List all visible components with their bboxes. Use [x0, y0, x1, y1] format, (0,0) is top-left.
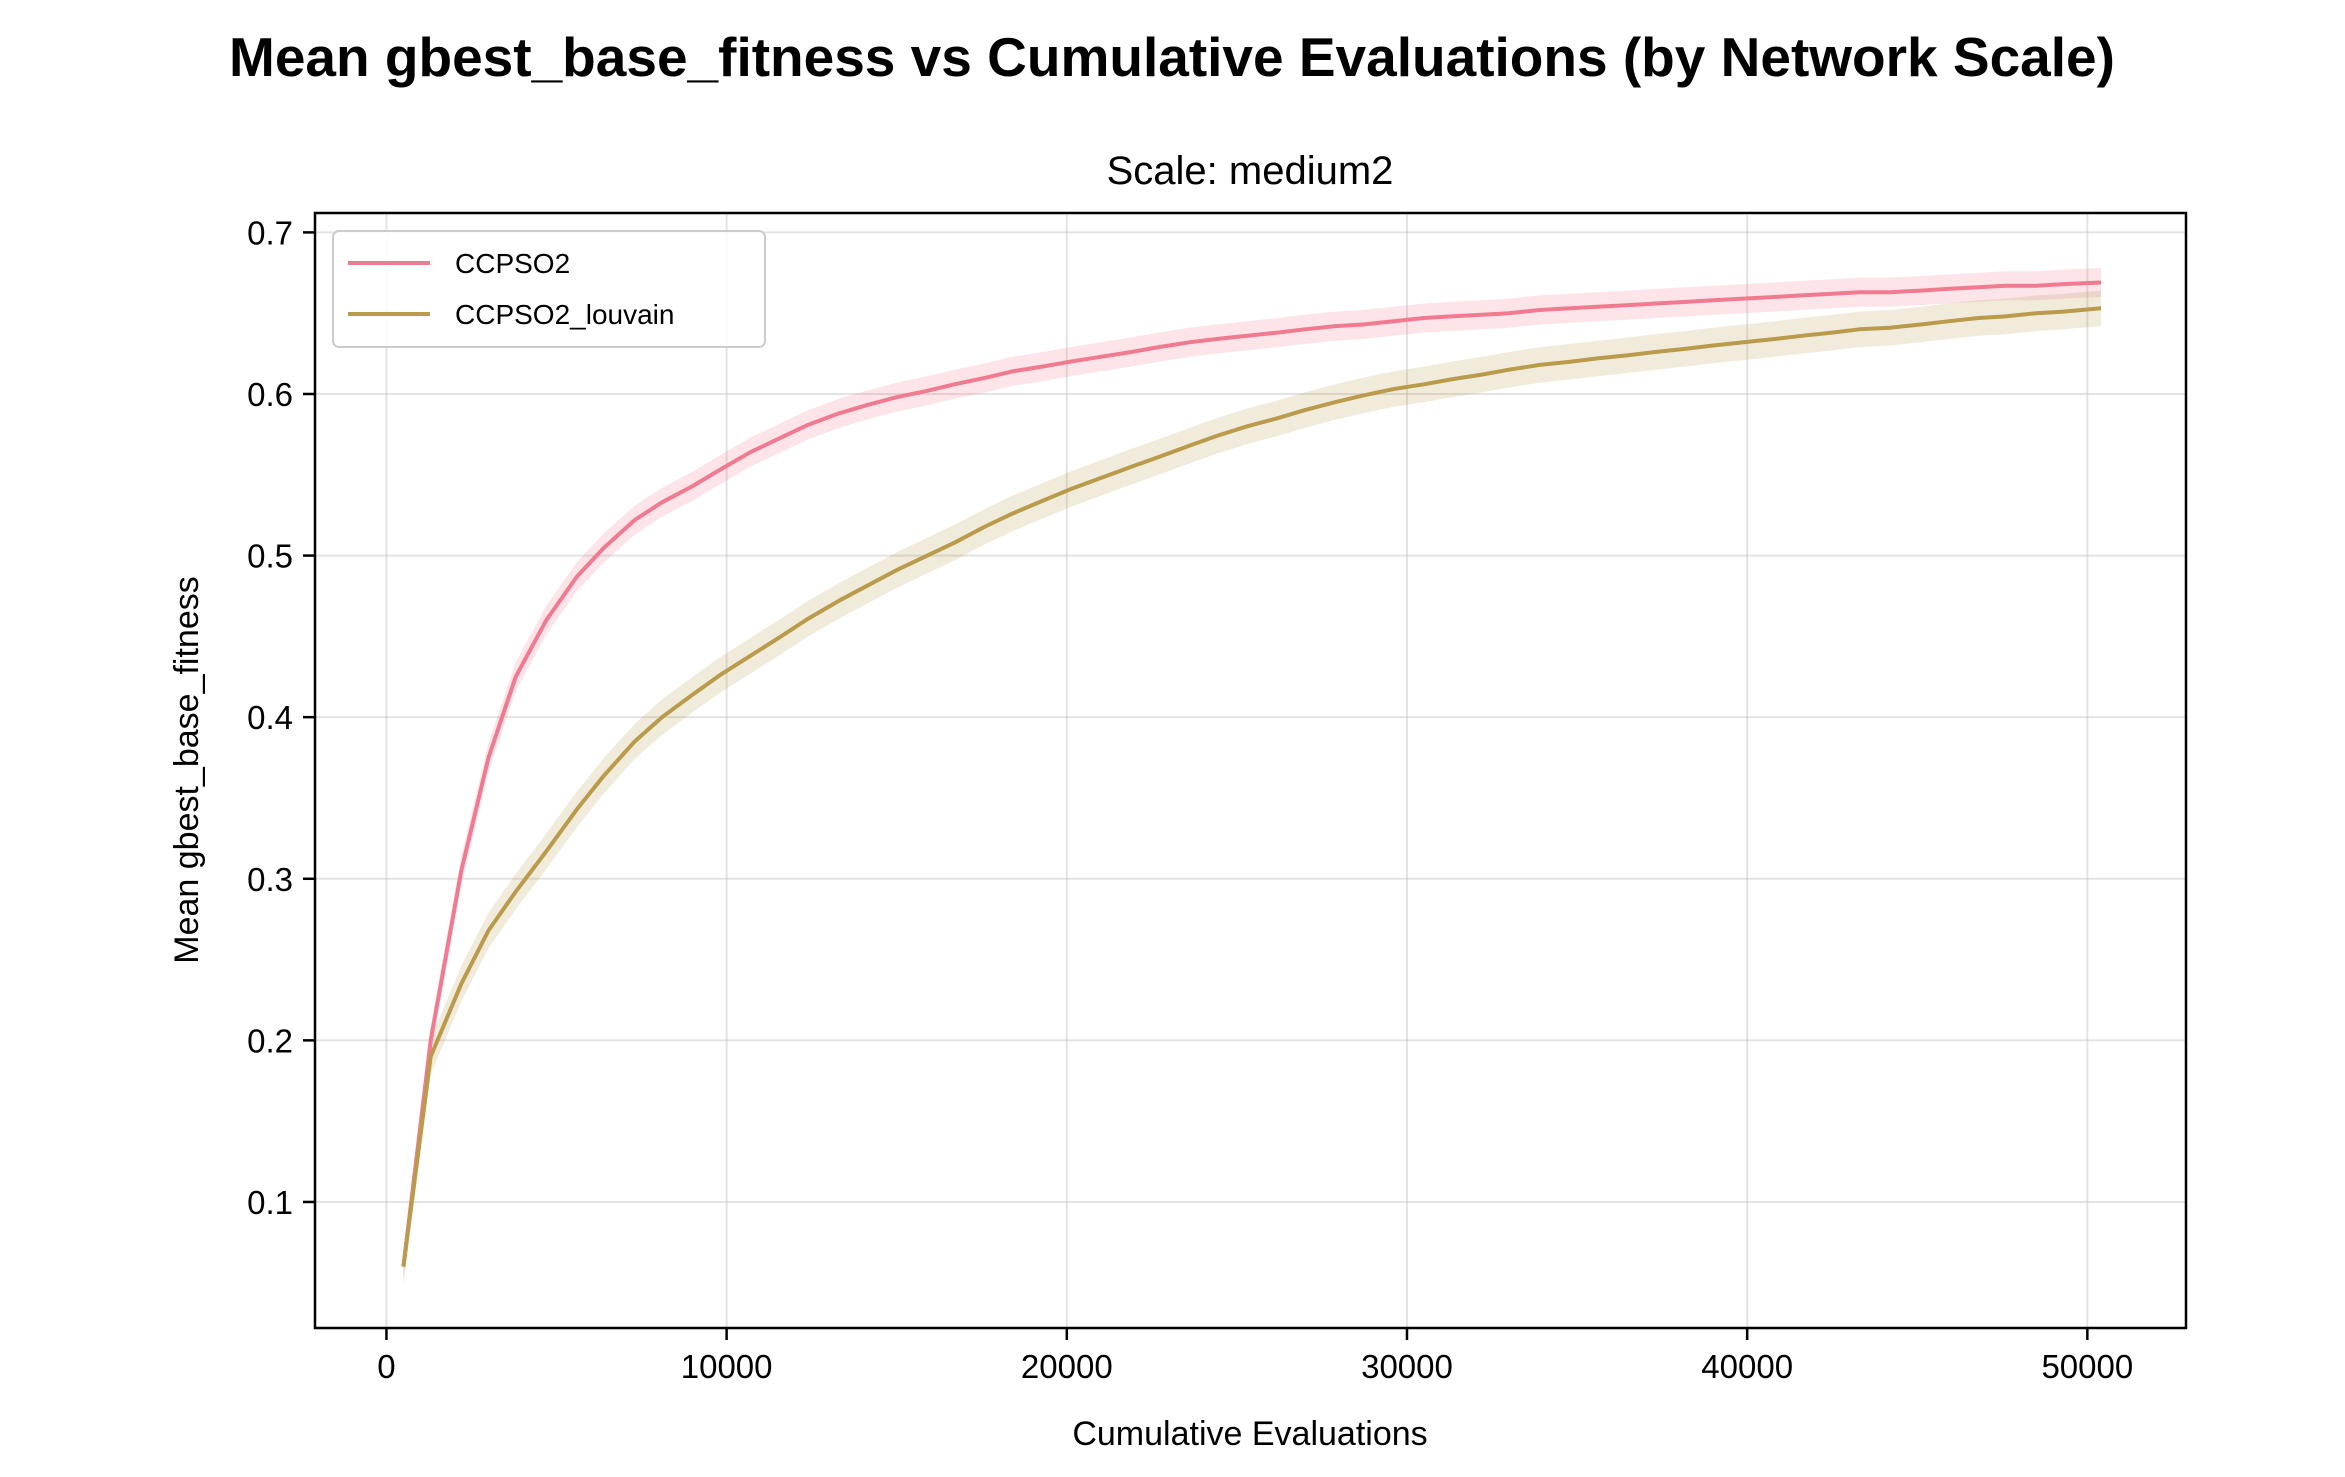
- grid: [315, 213, 2186, 1328]
- legend-entry-ccpso2: CCPSO2: [455, 248, 570, 279]
- band-ccpso2-louvain: [403, 290, 2101, 1285]
- confidence-bands: [403, 267, 2101, 1285]
- y-axis-ticks: 0.1 0.2 0.3 0.4 0.5 0.6 0.7: [247, 214, 315, 1221]
- x-axis-label: Cumulative Evaluations: [1072, 1415, 1427, 1453]
- y-axis-label: Mean gbest_base_fitness: [168, 576, 206, 963]
- line-ccpso2-louvain: [401, 306, 2102, 1267]
- chart-subtitle: Scale: medium2: [1107, 149, 1394, 193]
- legend-box: [332, 230, 766, 348]
- line-ccpso2: [401, 280, 2102, 1267]
- plot-frame: [313, 211, 2188, 1330]
- series-lines: [401, 280, 2102, 1267]
- y-tick-label: 0.3: [247, 861, 293, 898]
- x-tick-label: 0: [377, 1348, 395, 1385]
- legend-entry-ccpso2-louvain: CCPSO2_louvain: [455, 299, 674, 330]
- x-tick-label: 10000: [681, 1348, 773, 1385]
- x-tick-label: 30000: [1361, 1348, 1453, 1385]
- y-tick-label: 0.7: [247, 214, 293, 251]
- y-tick-label: 0.5: [247, 538, 293, 575]
- y-tick-label: 0.6: [247, 376, 293, 413]
- y-tick-label: 0.4: [247, 699, 293, 736]
- y-tick-label: 0.1: [247, 1184, 293, 1221]
- chart-title: Mean gbest_base_fitness vs Cumulative Ev…: [229, 26, 2115, 88]
- y-tick-label: 0.2: [247, 1022, 293, 1059]
- x-axis-ticks: 0 10000 20000 30000 40000 50000: [377, 1328, 2133, 1385]
- x-tick-label: 20000: [1021, 1348, 1113, 1385]
- x-tick-label: 40000: [1701, 1348, 1793, 1385]
- legend: CCPSO2 CCPSO2_louvain: [332, 230, 766, 348]
- x-tick-label: 50000: [2041, 1348, 2133, 1385]
